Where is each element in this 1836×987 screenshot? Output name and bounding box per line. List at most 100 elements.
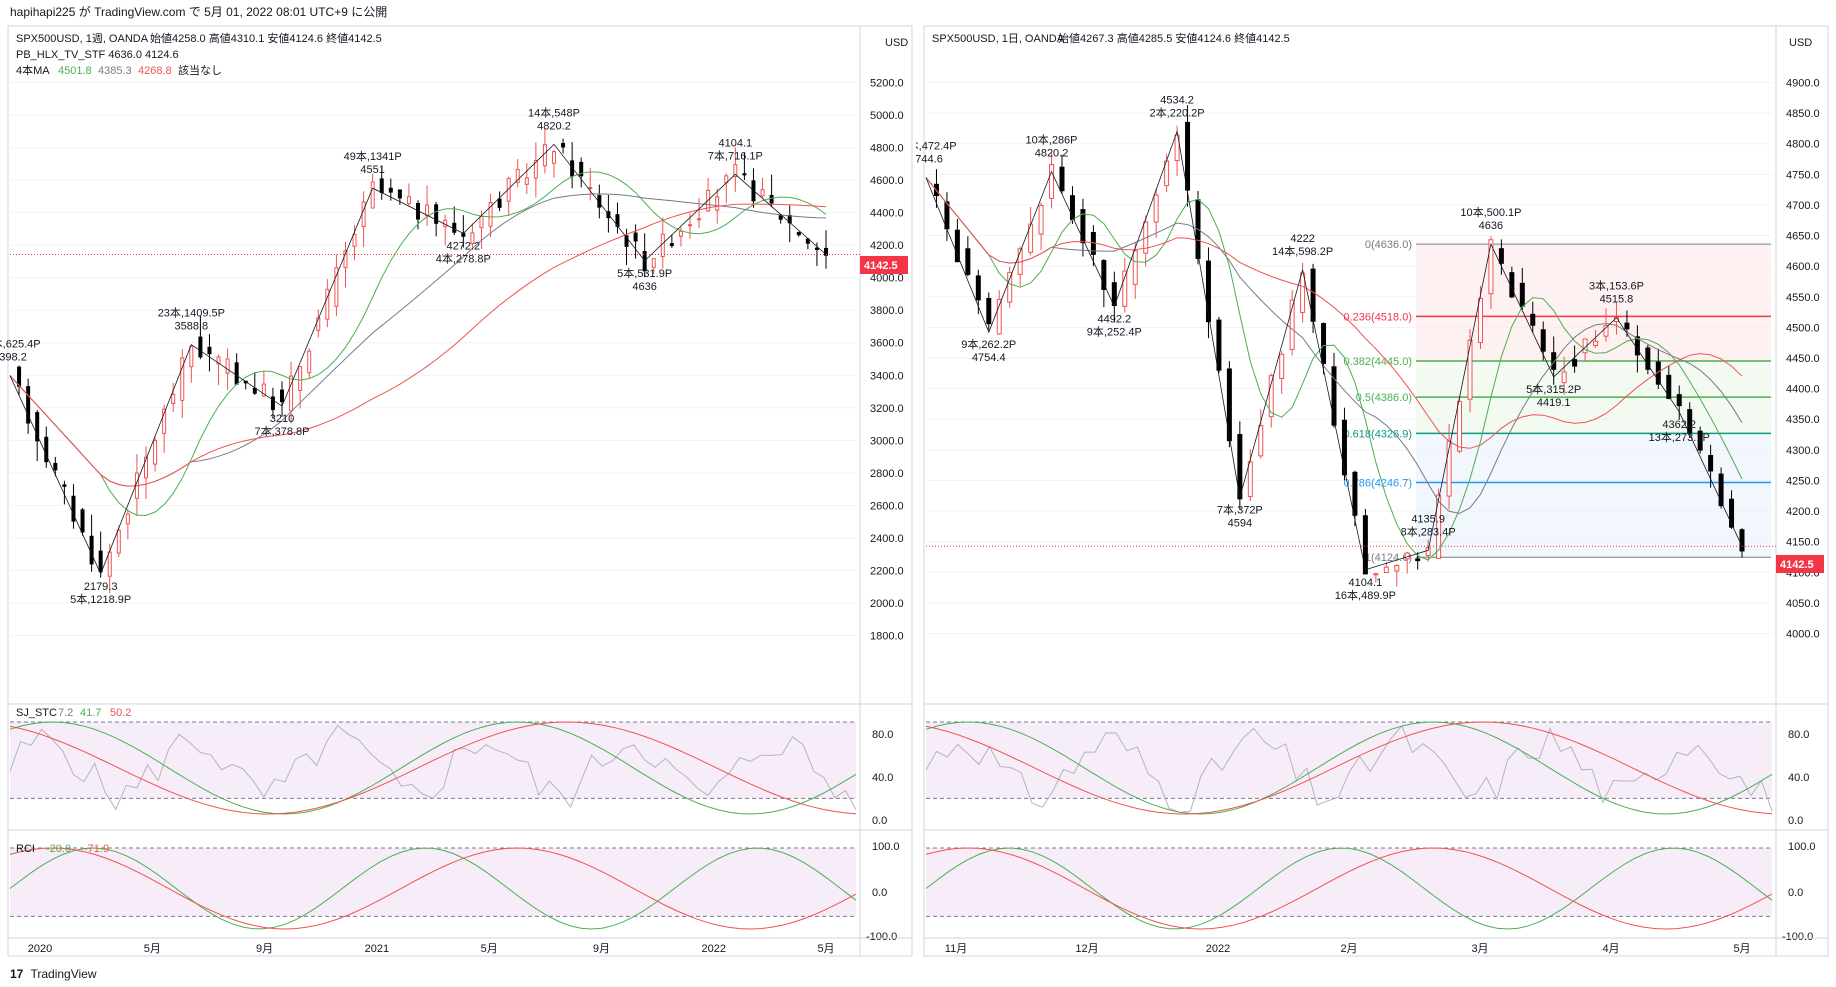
candle-body <box>1488 239 1494 295</box>
candle-body <box>624 235 629 247</box>
candle-body <box>1258 425 1264 457</box>
candle-body <box>261 383 266 397</box>
candle-body <box>388 187 393 193</box>
oscillator-line <box>925 721 1773 815</box>
left-rci-name: RCI <box>16 843 35 855</box>
candle-body <box>1300 272 1306 313</box>
fib-zone <box>1416 433 1771 483</box>
candle-body <box>1268 375 1274 418</box>
right-axis-unit: USD <box>1789 37 1812 49</box>
pivot-annotation-line1: 4534.2 <box>1160 94 1194 106</box>
candle-body <box>715 196 720 211</box>
weekly-chart[interactable]: 1800.0 2000.0 2200.0 2400.0 2600.0 2800.0 3000… <box>0 18 920 962</box>
fib-level-label: 0.618(4326.9) <box>1344 428 1413 440</box>
pivot-annotation-line1: 7本,372P <box>1217 503 1263 517</box>
y-tick-label: 2800.0 <box>870 468 904 480</box>
candle-body <box>1174 134 1180 162</box>
candle-body <box>53 462 58 471</box>
candle-body <box>1593 340 1599 347</box>
fib-level-label: 0.382(4445.0) <box>1344 356 1413 368</box>
candle-body <box>561 142 566 148</box>
candle-body <box>225 358 230 374</box>
y-tick-label: 4000.0 <box>870 273 904 285</box>
candle-body <box>144 456 148 479</box>
candle-body <box>270 396 275 411</box>
y-tick-label: 4650.0 <box>1786 231 1820 243</box>
right-stc-tick-80: 80.0 <box>1788 729 1809 741</box>
y-tick-label: 2400.0 <box>870 533 904 545</box>
ma-line-short <box>9 171 827 517</box>
candle-body <box>669 243 674 247</box>
footer: 17 TradingView <box>0 962 1836 987</box>
publisher-line: hapihapi225 が TradingView.com で 5月 01, 2… <box>10 5 388 19</box>
x-tick-label: 2021 <box>365 943 389 955</box>
y-tick-label: 3600.0 <box>870 338 904 350</box>
x-tick-label: 9月 <box>256 943 273 955</box>
left-axis-unit: USD <box>885 37 908 49</box>
candle-body <box>44 436 49 463</box>
candle-body <box>234 362 239 385</box>
y-tick-label: 4150.0 <box>1786 537 1820 549</box>
candle-body <box>80 509 85 533</box>
candle-body <box>1425 547 1431 557</box>
y-tick-label: 3200.0 <box>870 403 904 415</box>
left-rci-tick-100: 100.0 <box>872 841 900 853</box>
pivot-annotation-line1: 4222 <box>1290 233 1314 245</box>
candle-body <box>207 346 212 355</box>
y-tick-label: 4550.0 <box>1786 292 1820 304</box>
candle-body <box>252 387 257 394</box>
candle-body <box>1362 515 1368 575</box>
candle-body <box>1049 164 1055 199</box>
candle-body <box>733 164 738 178</box>
pivot-annotation-line1: 4272.2 <box>447 240 481 252</box>
candle-body <box>742 173 747 176</box>
candle-body <box>1729 498 1735 528</box>
left-rci-tick-0: 0.0 <box>872 887 887 899</box>
y-tick-label: 1800.0 <box>870 630 904 642</box>
y-tick-label: 5000.0 <box>870 110 904 122</box>
left-stc-tick-0: 0.0 <box>872 815 887 827</box>
pivot-annotation-line1: 4362.2 <box>1662 419 1696 431</box>
candle-body <box>588 186 593 189</box>
x-tick-label: 2月 <box>1340 943 1357 955</box>
x-tick-label: 9月 <box>593 943 610 955</box>
right-legend-symbol: SPX500USD, 1日, OANDA <box>932 33 1065 45</box>
candle-body <box>1038 205 1044 235</box>
candle-body <box>1467 339 1473 400</box>
candle-body <box>352 234 357 247</box>
candle-body <box>1101 260 1107 290</box>
y-tick-label: 4300.0 <box>1786 445 1820 457</box>
x-tick-label: 5月 <box>481 943 498 955</box>
candle-body <box>1153 194 1159 223</box>
candle-body <box>1373 573 1379 576</box>
daily-chart[interactable]: 4000.04050.04100.04150.04200.04250.04300… <box>916 18 1836 962</box>
y-tick-label: 4450.0 <box>1786 353 1820 365</box>
candle-body <box>1561 371 1567 384</box>
pivot-annotation-line2: 16本,489.9P <box>1335 588 1396 602</box>
pivot-annotation-line2: 4594 <box>1228 518 1252 530</box>
fib-zone <box>1416 244 1771 317</box>
left-stc-v1: 7.2 <box>58 707 73 719</box>
candle-body <box>71 495 76 522</box>
pivot-annotation-line2: 3398.2 <box>0 352 27 364</box>
x-tick-label: 2022 <box>701 943 725 955</box>
candle-body <box>1551 352 1557 370</box>
y-tick-label: 4750.0 <box>1786 169 1820 181</box>
candle-body <box>107 551 112 577</box>
oscillator-line <box>9 847 857 930</box>
y-tick-label: 2200.0 <box>870 565 904 577</box>
pivot-annotation-line2: 4754.4 <box>972 352 1006 364</box>
fib-level-label: 1(4124.6) <box>1365 552 1412 564</box>
candle-body <box>1279 353 1285 379</box>
candle-body <box>975 275 981 301</box>
pivot-annotation-line1: 3本,153.6P <box>1589 279 1644 293</box>
y-tick-label: 3000.0 <box>870 435 904 447</box>
pivot-annotation-line2: 4419.1 <box>1537 397 1571 409</box>
pivot-annotation-line2: 7本,378.8P <box>254 424 309 438</box>
oscillator-line <box>925 721 1773 815</box>
fib-level-label: 0.5(4386.0) <box>1356 392 1412 404</box>
pivot-annotation-line1: 5本,315.2P <box>1526 382 1581 396</box>
candle-body <box>307 350 312 374</box>
candle-body <box>470 232 475 244</box>
pivot-annotation-line2: 9本,252.4P <box>1087 324 1142 338</box>
